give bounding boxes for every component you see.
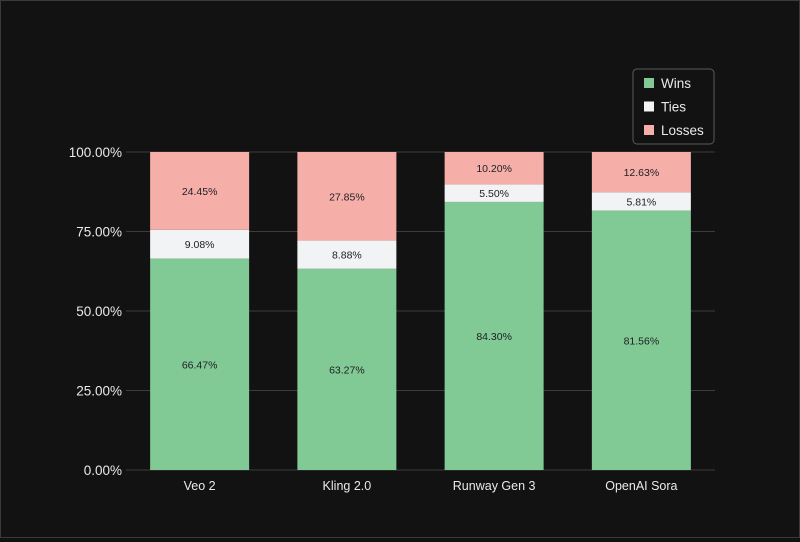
- legend: Wins Ties Losses: [632, 68, 715, 145]
- data-label: 27.85%: [329, 191, 365, 203]
- y-tick-label: 50.00%: [76, 304, 122, 319]
- bar-wins-segment: [297, 268, 397, 470]
- data-label: 9.08%: [185, 239, 215, 251]
- legend-swatch-wins: [644, 78, 654, 88]
- y-tick-label: 0.00%: [84, 463, 122, 478]
- data-label: 84.30%: [476, 331, 512, 343]
- x-tick-label: Kling 2.0: [323, 479, 372, 493]
- y-tick-label: 100.00%: [69, 145, 122, 160]
- legend-label-wins: Wins: [661, 76, 691, 91]
- bar-ties-segment: [591, 192, 691, 211]
- legend-label-losses: Losses: [661, 123, 704, 138]
- y-tick-label: 75.00%: [76, 225, 122, 240]
- y-tick-label: 25.00%: [76, 384, 122, 399]
- bar-losses-segment: [591, 152, 691, 193]
- data-label: 8.88%: [332, 250, 362, 262]
- bar-losses-segment: [150, 152, 250, 230]
- legend-label-ties: Ties: [661, 100, 686, 115]
- data-label: 5.50%: [479, 188, 509, 200]
- bar-losses-segment: [297, 152, 397, 241]
- y-axis-ticks: 0.00% 25.00% 50.00% 75.00% 100.00%: [69, 145, 122, 478]
- data-label: 63.27%: [329, 364, 365, 376]
- data-label: 10.20%: [476, 163, 512, 175]
- bar-ties-segment: [444, 184, 544, 202]
- x-tick-label: Veo 2: [184, 479, 216, 493]
- x-tick-label: OpenAI Sora: [605, 479, 677, 493]
- data-label: 81.56%: [624, 335, 660, 347]
- legend-swatch-ties: [644, 101, 654, 112]
- bar-wins-segment: [591, 210, 691, 470]
- x-axis-ticks: Veo 2 Kling 2.0 Runway Gen 3 OpenAI Sora: [184, 479, 678, 493]
- data-label: 12.63%: [624, 167, 660, 179]
- data-label: 5.81%: [626, 196, 656, 208]
- x-tick-label: Runway Gen 3: [453, 479, 536, 493]
- bar-losses-segment: [444, 152, 544, 185]
- bar-wins-segment: [444, 201, 544, 470]
- legend-swatch-losses: [644, 125, 654, 135]
- bar-ties-segment: [297, 240, 397, 269]
- bars: 66.47% 9.08% 24.45% 63.27% 8.88% 27.85% 84.30%…: [150, 152, 691, 470]
- data-label: 24.45%: [182, 186, 218, 198]
- bar-wins-segment: [150, 258, 250, 470]
- bar-ties-segment: [150, 229, 250, 259]
- data-label: 66.47%: [182, 359, 218, 371]
